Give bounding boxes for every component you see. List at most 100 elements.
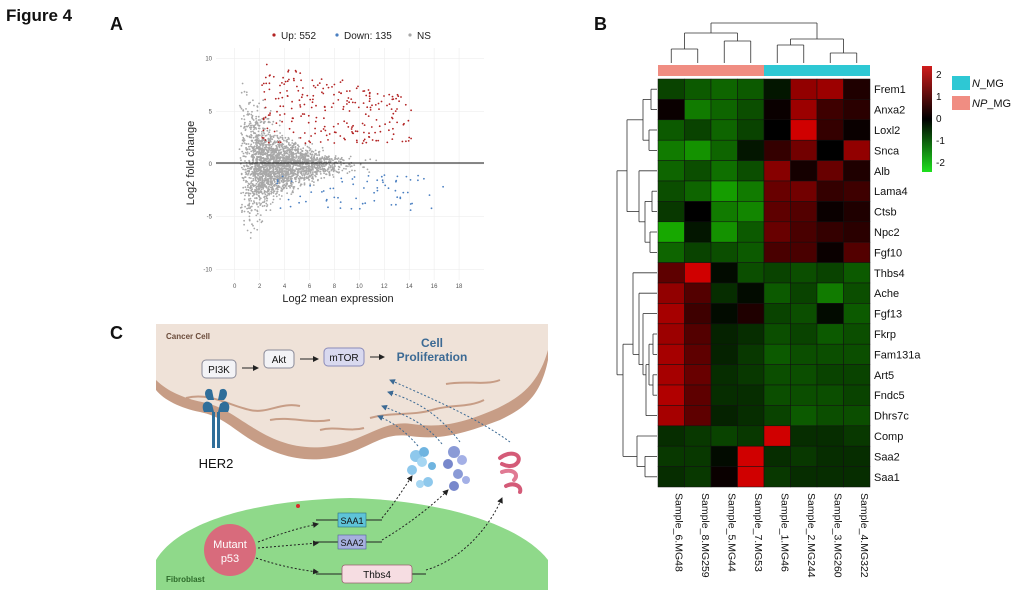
ma-x-ticks: 0 2 4 6 8 10 12 14 16 18	[233, 284, 463, 290]
ma-point-down	[396, 196, 399, 199]
ma-point-ns	[281, 159, 284, 162]
ma-point-ns	[297, 150, 299, 153]
heatmap-cell	[843, 384, 871, 406]
heatmap-cell	[763, 221, 791, 243]
ma-point-ns	[257, 146, 259, 149]
ma-point-ns	[313, 165, 316, 168]
ma-point-up	[262, 118, 265, 121]
heatmap-cell	[843, 303, 871, 325]
ma-point-up	[366, 106, 369, 109]
heatmap-cell	[657, 405, 685, 427]
ma-point-ns	[310, 151, 313, 153]
ma-xlabel: Log2 mean expression	[282, 293, 393, 305]
ma-point-ns	[278, 167, 281, 169]
ma-point-ns	[312, 178, 314, 180]
ma-point-ns	[255, 141, 257, 144]
ma-point-up	[402, 123, 405, 126]
ma-point-ns	[257, 137, 259, 140]
colorbar-tick-label: -1	[936, 136, 945, 147]
ma-point-up	[346, 90, 348, 92]
ma-point-ns	[316, 173, 318, 176]
ma-point-up	[288, 78, 290, 81]
saa2-protein-cluster-icon	[443, 446, 470, 491]
heatmap-cell	[657, 262, 685, 284]
ma-point-ns	[246, 153, 248, 155]
ma-point-up	[312, 98, 314, 101]
ma-point-ns	[323, 176, 326, 179]
gene-label: Loxl2	[874, 125, 900, 137]
heatmap-cell	[790, 180, 818, 202]
ma-point-ns	[323, 165, 326, 168]
ma-point-ns	[278, 149, 281, 152]
ma-point-ns	[251, 124, 253, 127]
ma-point-ns	[273, 140, 276, 143]
ma-point-ns	[248, 198, 250, 201]
ma-point-ns	[285, 145, 288, 148]
ma-point-ns	[278, 144, 280, 147]
ma-point-ns	[278, 168, 281, 171]
ma-point-ns	[297, 187, 299, 190]
ma-xtick-label: 6	[308, 284, 312, 290]
ma-point-up	[293, 79, 295, 82]
ma-point-ns	[249, 237, 252, 239]
ma-point-ns	[318, 167, 320, 170]
ma-point-ns	[246, 207, 248, 210]
ma-point-up	[368, 136, 371, 138]
ma-point-up	[316, 84, 319, 86]
ma-point-ns	[285, 183, 288, 186]
akt-box	[263, 349, 295, 369]
ma-point-ns	[347, 165, 349, 168]
ma-point-ns	[259, 190, 262, 192]
ma-point-ns	[248, 145, 250, 148]
ma-point-ns	[303, 170, 306, 173]
heatmap-cell	[657, 364, 685, 386]
ma-point-ns	[272, 195, 275, 198]
ma-point-ns	[276, 136, 279, 139]
ma-point-ns	[259, 204, 262, 207]
ma-point-ns	[299, 151, 302, 154]
ma-point-ns	[311, 166, 314, 169]
heatmap-cell	[684, 78, 712, 100]
ma-point-ns	[252, 130, 254, 133]
ma-point-up	[396, 108, 398, 110]
gene-label: Ache	[874, 288, 899, 300]
ma-point-down	[417, 179, 419, 182]
ma-point-up	[330, 106, 333, 108]
ma-point-ns	[338, 171, 340, 174]
ma-point-up	[339, 81, 342, 83]
ma-point-ns	[253, 227, 256, 230]
heatmap-cell	[710, 262, 738, 284]
ma-point-ns	[260, 120, 263, 123]
ma-point-up	[296, 85, 298, 88]
ma-point-ns	[279, 119, 281, 122]
ma-point-ns	[252, 141, 255, 144]
ma-point-ns	[255, 189, 258, 192]
ma-point-ns	[270, 151, 273, 154]
ma-point-up	[284, 80, 287, 83]
ma-point-up	[361, 142, 364, 145]
ma-point-up	[342, 108, 345, 111]
ma-point-ns	[345, 165, 348, 168]
ma-point-up	[341, 79, 344, 82]
sample-group-swatch	[843, 65, 870, 76]
ma-point-ns	[290, 193, 293, 196]
heatmap-cell	[710, 323, 738, 345]
ma-point-up	[362, 90, 365, 92]
ma-point-ns	[261, 142, 264, 145]
ma-point-up	[354, 130, 357, 132]
ma-point-ns	[252, 157, 255, 160]
ma-point-ns	[261, 192, 264, 195]
ma-point-up	[351, 132, 354, 135]
ma-point-ns	[268, 167, 271, 169]
arrow-p53-thbs4	[255, 557, 319, 575]
ma-point-up	[346, 100, 348, 102]
ma-point-ns	[252, 184, 255, 186]
ma-point-ns	[275, 193, 277, 195]
ma-point-ns	[251, 110, 253, 113]
ma-point-up	[322, 87, 325, 90]
ma-point-ns	[271, 187, 274, 190]
ma-point-ns	[349, 165, 352, 168]
ma-point-down	[325, 198, 328, 201]
ma-point-ns	[272, 160, 275, 163]
ma-point-ns	[263, 121, 265, 124]
